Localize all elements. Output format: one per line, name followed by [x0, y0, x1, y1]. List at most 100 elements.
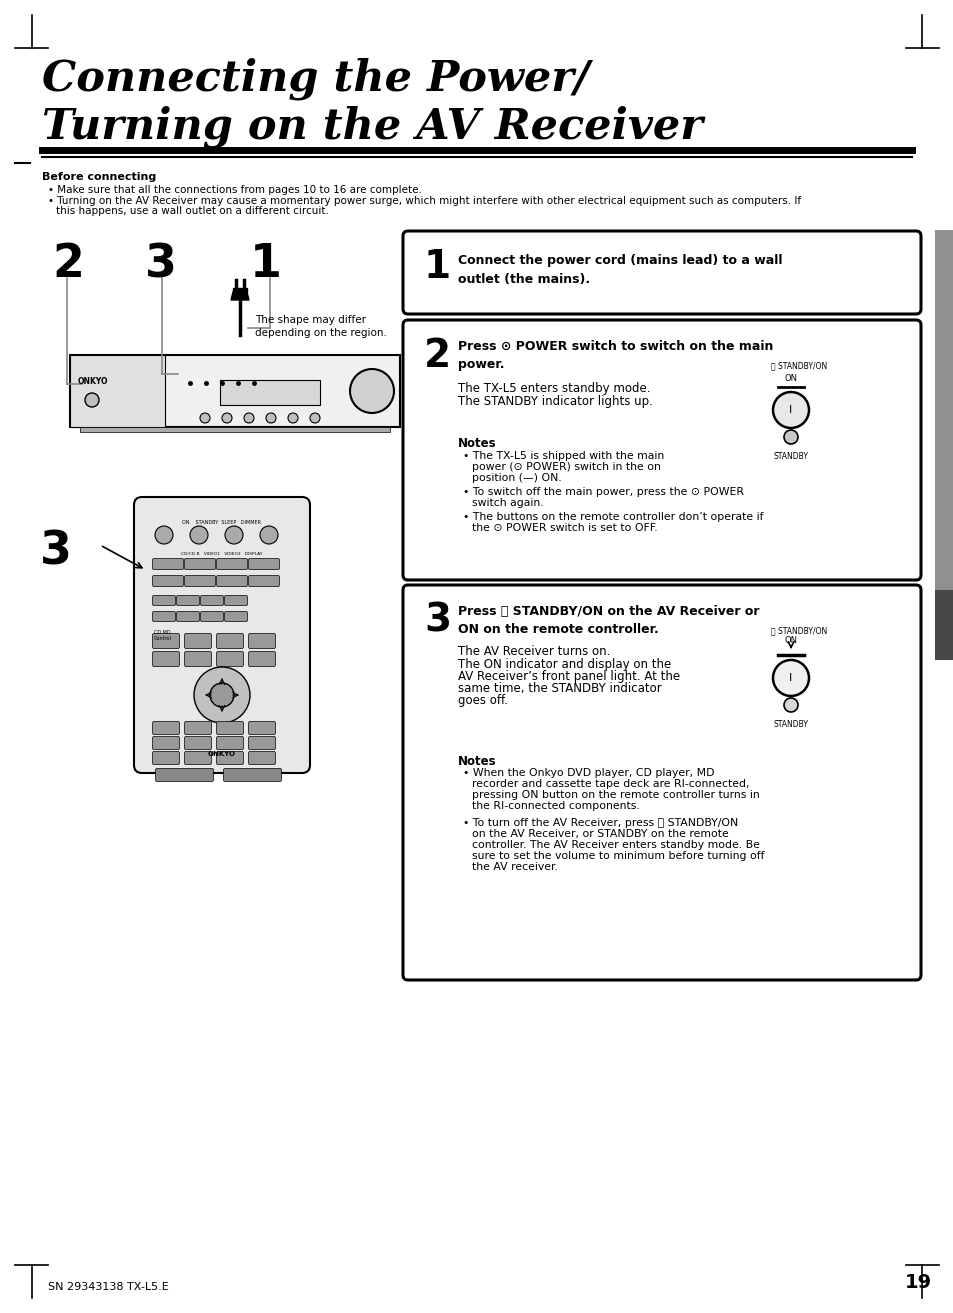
Circle shape — [783, 429, 797, 444]
Text: ONKYO: ONKYO — [78, 377, 109, 386]
Circle shape — [772, 660, 808, 696]
Text: ON: ON — [783, 374, 797, 383]
FancyBboxPatch shape — [216, 722, 243, 734]
Circle shape — [266, 414, 275, 423]
Text: The STANDBY indicator lights up.: The STANDBY indicator lights up. — [457, 395, 652, 408]
Text: 3: 3 — [145, 242, 176, 288]
Text: ⏻ STANDBY/ON: ⏻ STANDBY/ON — [770, 361, 826, 370]
Polygon shape — [231, 291, 249, 299]
Bar — [934, 230, 953, 590]
Circle shape — [154, 527, 172, 544]
FancyBboxPatch shape — [184, 751, 212, 764]
FancyBboxPatch shape — [184, 651, 212, 667]
Bar — [70, 355, 399, 427]
Text: power (⊙ POWER) switch in the on: power (⊙ POWER) switch in the on — [472, 462, 660, 471]
FancyBboxPatch shape — [176, 612, 199, 621]
Text: ONKYO: ONKYO — [208, 751, 235, 758]
FancyBboxPatch shape — [152, 737, 179, 750]
Circle shape — [193, 667, 250, 723]
FancyBboxPatch shape — [152, 558, 183, 570]
Text: Notes: Notes — [457, 437, 497, 450]
FancyBboxPatch shape — [184, 737, 212, 750]
FancyBboxPatch shape — [248, 575, 279, 587]
Text: sure to set the volume to minimum before turning off: sure to set the volume to minimum before… — [472, 851, 763, 861]
Text: The ON indicator and display on the: The ON indicator and display on the — [457, 658, 671, 671]
Circle shape — [190, 527, 208, 544]
FancyBboxPatch shape — [216, 737, 243, 750]
Text: 3: 3 — [423, 601, 451, 639]
Text: SN 29343138 TX-L5.E: SN 29343138 TX-L5.E — [48, 1281, 169, 1292]
Polygon shape — [233, 288, 247, 291]
FancyBboxPatch shape — [248, 751, 275, 764]
FancyBboxPatch shape — [216, 651, 243, 667]
Text: Press ⏻ STANDBY/ON on the AV Receiver or
ON on the remote controller.: Press ⏻ STANDBY/ON on the AV Receiver or… — [457, 605, 759, 637]
Text: this happens, use a wall outlet on a different circuit.: this happens, use a wall outlet on a dif… — [56, 206, 329, 217]
FancyBboxPatch shape — [184, 558, 215, 570]
Text: • Turning on the AV Receiver may cause a momentary power surge, which might inte: • Turning on the AV Receiver may cause a… — [48, 196, 801, 206]
Text: AV Receiver’s front panel light. At the: AV Receiver’s front panel light. At the — [457, 670, 679, 683]
Text: ON: ON — [783, 635, 797, 645]
FancyBboxPatch shape — [152, 651, 179, 667]
Text: CD MD
Control: CD MD Control — [153, 630, 172, 641]
FancyBboxPatch shape — [248, 651, 275, 667]
Text: Turning on the AV Receiver: Turning on the AV Receiver — [42, 105, 702, 147]
Text: ON    STANDBY  SLEEP   DIMMER: ON STANDBY SLEEP DIMMER — [182, 520, 261, 525]
Text: STANDBY: STANDBY — [773, 452, 807, 461]
FancyBboxPatch shape — [216, 751, 243, 764]
Text: the ⊙ POWER switch is set to OFF.: the ⊙ POWER switch is set to OFF. — [472, 523, 657, 533]
Text: Notes: Notes — [457, 755, 497, 768]
Text: • The buttons on the remote controller don’t operate if: • The buttons on the remote controller d… — [462, 512, 762, 523]
FancyBboxPatch shape — [152, 596, 175, 605]
Bar — [934, 590, 953, 660]
Text: same time, the STANDBY indicator: same time, the STANDBY indicator — [457, 681, 661, 695]
Text: CD/CD-R   VIDEO1   VIDEO2   DISPLAY: CD/CD-R VIDEO1 VIDEO2 DISPLAY — [181, 551, 262, 555]
FancyBboxPatch shape — [402, 231, 920, 314]
FancyBboxPatch shape — [152, 722, 179, 734]
FancyBboxPatch shape — [248, 633, 275, 649]
FancyBboxPatch shape — [216, 633, 243, 649]
Text: • To switch off the main power, press the ⊙ POWER: • To switch off the main power, press th… — [462, 487, 743, 498]
Text: • When the Onkyo DVD player, CD player, MD: • When the Onkyo DVD player, CD player, … — [462, 768, 714, 779]
Text: pressing ON button on the remote controller turns in: pressing ON button on the remote control… — [472, 790, 759, 800]
FancyBboxPatch shape — [152, 751, 179, 764]
FancyBboxPatch shape — [224, 612, 247, 621]
Text: on the AV Receiver, or STANDBY on the remote: on the AV Receiver, or STANDBY on the re… — [472, 829, 728, 839]
FancyBboxPatch shape — [248, 558, 279, 570]
Text: The AV Receiver turns on.: The AV Receiver turns on. — [457, 645, 610, 658]
Circle shape — [244, 414, 253, 423]
Text: • Make sure that all the connections from pages 10 to 16 are complete.: • Make sure that all the connections fro… — [48, 185, 421, 196]
Circle shape — [85, 393, 99, 407]
FancyBboxPatch shape — [184, 722, 212, 734]
FancyBboxPatch shape — [216, 575, 247, 587]
FancyBboxPatch shape — [248, 737, 275, 750]
Bar — [80, 427, 390, 432]
Circle shape — [288, 414, 297, 423]
Circle shape — [260, 527, 277, 544]
Circle shape — [210, 683, 233, 706]
Text: controller. The AV Receiver enters standby mode. Be: controller. The AV Receiver enters stand… — [472, 840, 760, 850]
Text: Before connecting: Before connecting — [42, 172, 156, 183]
Text: goes off.: goes off. — [457, 695, 507, 706]
Text: the RI-connected components.: the RI-connected components. — [472, 801, 639, 811]
FancyBboxPatch shape — [152, 633, 179, 649]
FancyBboxPatch shape — [248, 722, 275, 734]
FancyBboxPatch shape — [133, 498, 310, 773]
Circle shape — [200, 414, 210, 423]
Text: 2: 2 — [423, 337, 451, 376]
Circle shape — [772, 393, 808, 428]
FancyBboxPatch shape — [184, 633, 212, 649]
Text: 1: 1 — [423, 248, 451, 286]
Text: 1: 1 — [250, 242, 281, 288]
FancyBboxPatch shape — [200, 596, 223, 605]
Text: I: I — [788, 404, 792, 415]
Text: Connect the power cord (mains lead) to a wall
outlet (the mains).: Connect the power cord (mains lead) to a… — [457, 253, 781, 285]
Text: switch again.: switch again. — [472, 498, 543, 508]
Text: The shape may differ
depending on the region.: The shape may differ depending on the re… — [254, 315, 387, 339]
Text: the AV receiver.: the AV receiver. — [472, 863, 558, 872]
Text: 2: 2 — [52, 242, 84, 288]
Text: ⏻ STANDBY/ON: ⏻ STANDBY/ON — [770, 626, 826, 635]
Bar — [70, 355, 165, 427]
Text: position (—) ON.: position (—) ON. — [472, 473, 561, 483]
FancyBboxPatch shape — [216, 558, 247, 570]
FancyBboxPatch shape — [155, 768, 213, 781]
